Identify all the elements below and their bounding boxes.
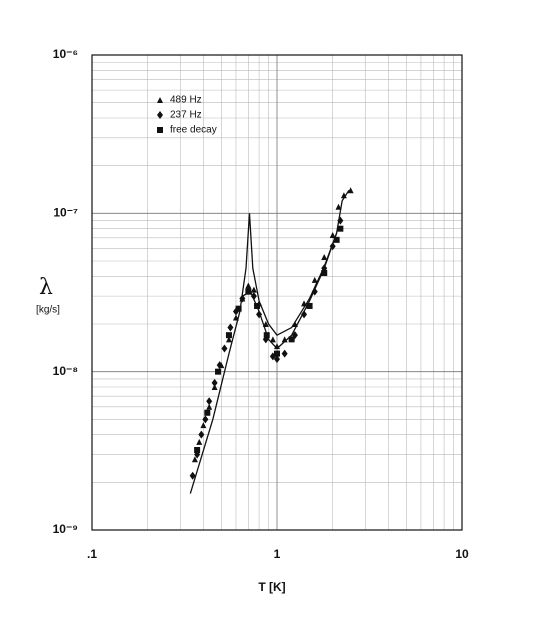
y-axis-label: λ <box>39 275 53 300</box>
y-tick-label: 10⁻⁷ <box>53 206 78 220</box>
theory-line <box>189 213 338 494</box>
y-axis-unit: [kg/s] <box>36 305 60 316</box>
marker-square <box>157 127 163 133</box>
marker-triangle <box>329 231 336 238</box>
marker-triangle <box>225 336 232 343</box>
y-tick-label: 10⁻⁶ <box>53 47 78 61</box>
marker-square <box>235 305 242 312</box>
marker-triangle <box>269 336 276 343</box>
marker-diamond <box>281 349 288 358</box>
y-tick-label: 10⁻⁹ <box>53 522 78 536</box>
marker-square <box>306 302 313 309</box>
legend-label: free decay <box>170 125 217 136</box>
marker-triangle <box>321 253 328 260</box>
legend-label: 237 Hz <box>170 110 202 121</box>
marker-triangle <box>211 384 218 391</box>
y-tick-label: 10⁻⁸ <box>53 364 78 378</box>
marker-square <box>333 236 340 243</box>
marker-diamond <box>202 415 209 424</box>
x-axis-label: T [K] <box>258 580 285 594</box>
marker-diamond <box>221 344 228 353</box>
marker-square <box>194 447 201 454</box>
theory-line <box>242 189 350 350</box>
x-tick-label: 10 <box>455 547 469 561</box>
x-tick-label: 1 <box>274 547 281 561</box>
marker-square <box>337 225 344 232</box>
marker-square <box>288 336 295 343</box>
marker-triangle <box>200 422 207 429</box>
marker-diamond <box>274 355 280 364</box>
marker-triangle <box>311 276 318 283</box>
marker-triangle <box>347 187 354 194</box>
marker-square <box>274 350 280 357</box>
marker-triangle <box>196 438 203 445</box>
legend-label: 489 Hz <box>170 95 202 106</box>
marker-square <box>215 368 222 375</box>
marker-diamond <box>198 430 205 439</box>
marker-diamond <box>250 292 257 301</box>
marker-diamond <box>216 361 223 370</box>
marker-triangle <box>245 282 252 289</box>
marker-square <box>321 269 328 276</box>
marker-triangle <box>191 456 198 463</box>
marker-square <box>225 332 232 339</box>
marker-triangle <box>206 403 213 410</box>
marker-diamond <box>227 323 234 332</box>
marker-triangle <box>157 97 163 103</box>
marker-diamond <box>157 111 163 119</box>
marker-diamond <box>206 397 213 406</box>
marker-triangle <box>250 286 257 293</box>
marker-diamond <box>189 471 196 480</box>
marker-square <box>204 409 211 416</box>
marker-diamond <box>211 378 218 387</box>
marker-square <box>245 288 252 295</box>
plot-frame <box>91 54 463 531</box>
marker-diamond <box>301 310 308 319</box>
marker-triangle <box>335 203 342 210</box>
x-tick-label: .1 <box>87 547 97 561</box>
